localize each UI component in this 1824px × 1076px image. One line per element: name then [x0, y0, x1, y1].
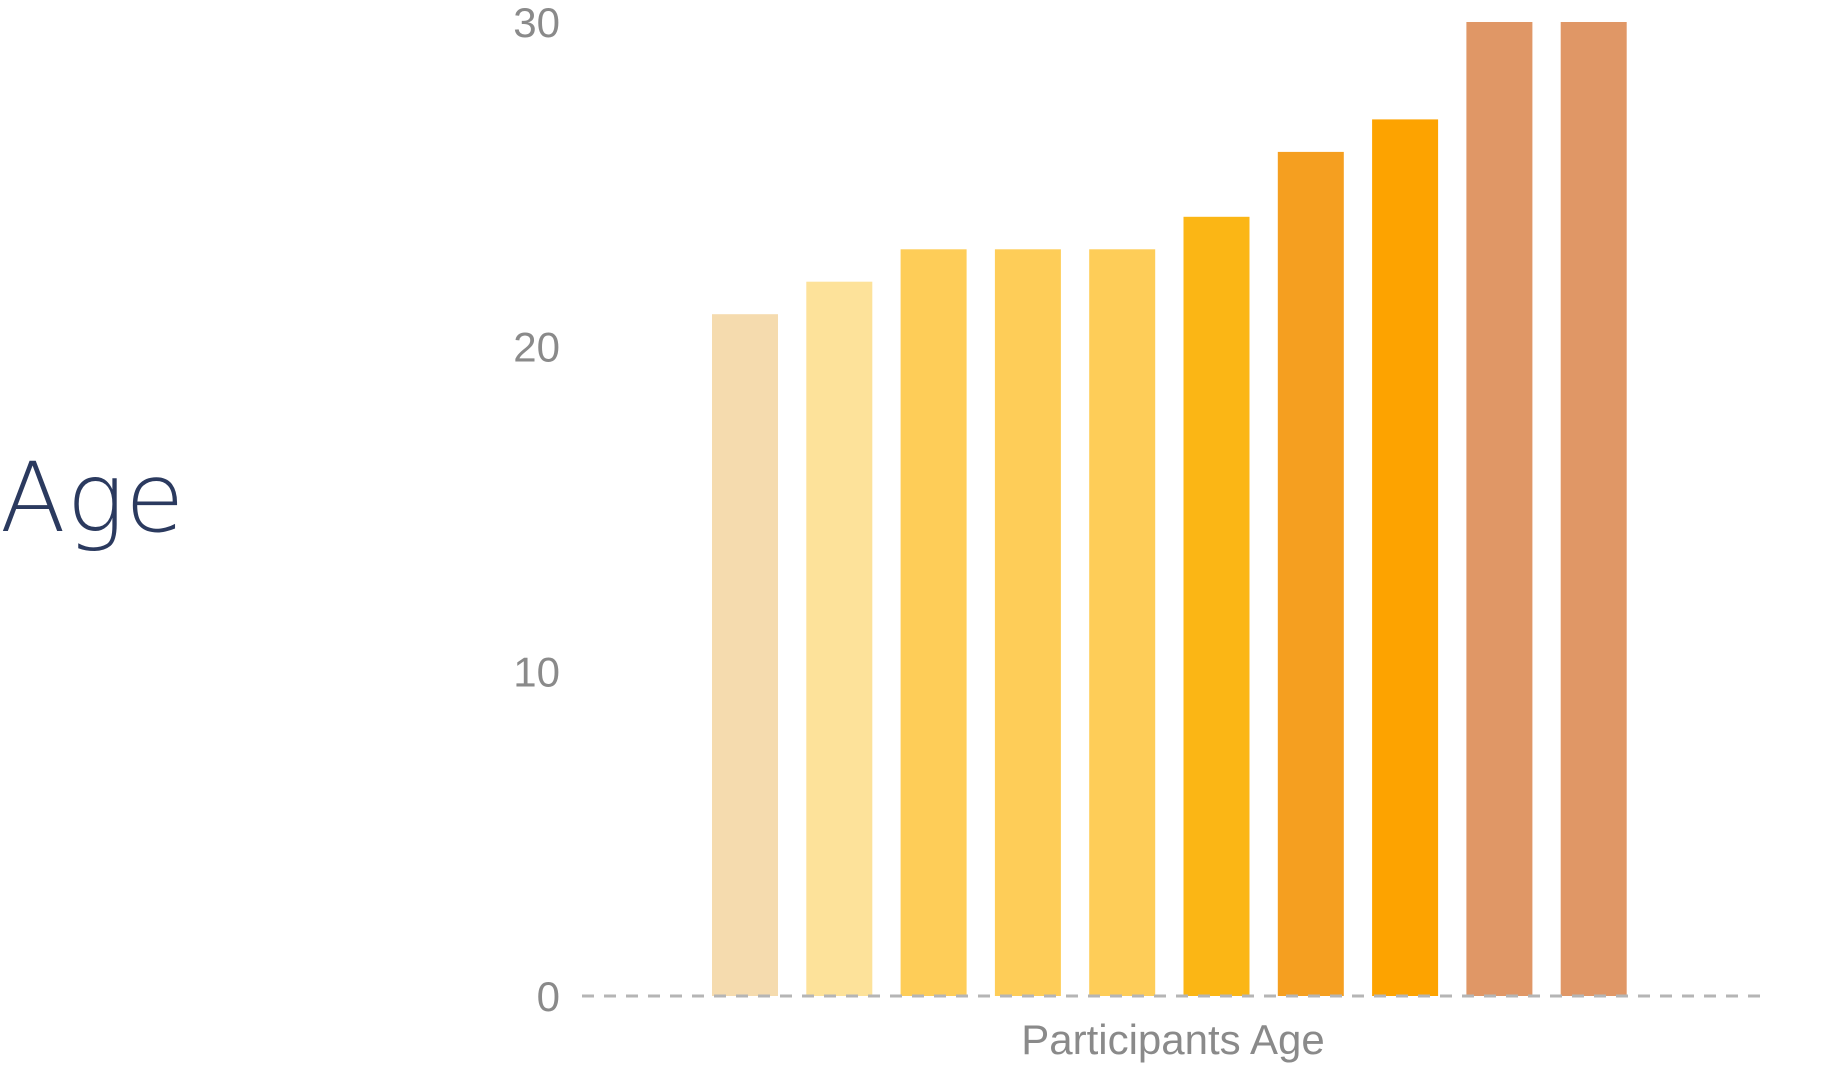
- bar-10: [1560, 22, 1627, 996]
- x-axis-title: Participants Age: [1021, 1016, 1325, 1063]
- side-title: Age: [0, 442, 186, 554]
- bars-group: [712, 22, 1627, 997]
- bar-9: [1466, 22, 1533, 996]
- y-axis-ticks: 0 10 20 30: [513, 0, 560, 1020]
- y-tick-label-30: 30: [513, 0, 560, 46]
- bar-3: [900, 249, 967, 997]
- y-tick-label-20: 20: [513, 324, 560, 371]
- bar-4: [994, 249, 1061, 997]
- y-tick-label-10: 10: [513, 648, 560, 695]
- bar-8: [1372, 119, 1439, 996]
- bar-1: [712, 314, 778, 996]
- bar-6: [1183, 216, 1250, 997]
- bar-7: [1277, 151, 1344, 996]
- bar-2: [806, 281, 873, 996]
- bar-5: [1089, 249, 1156, 997]
- y-tick-label-0: 0: [537, 973, 560, 1020]
